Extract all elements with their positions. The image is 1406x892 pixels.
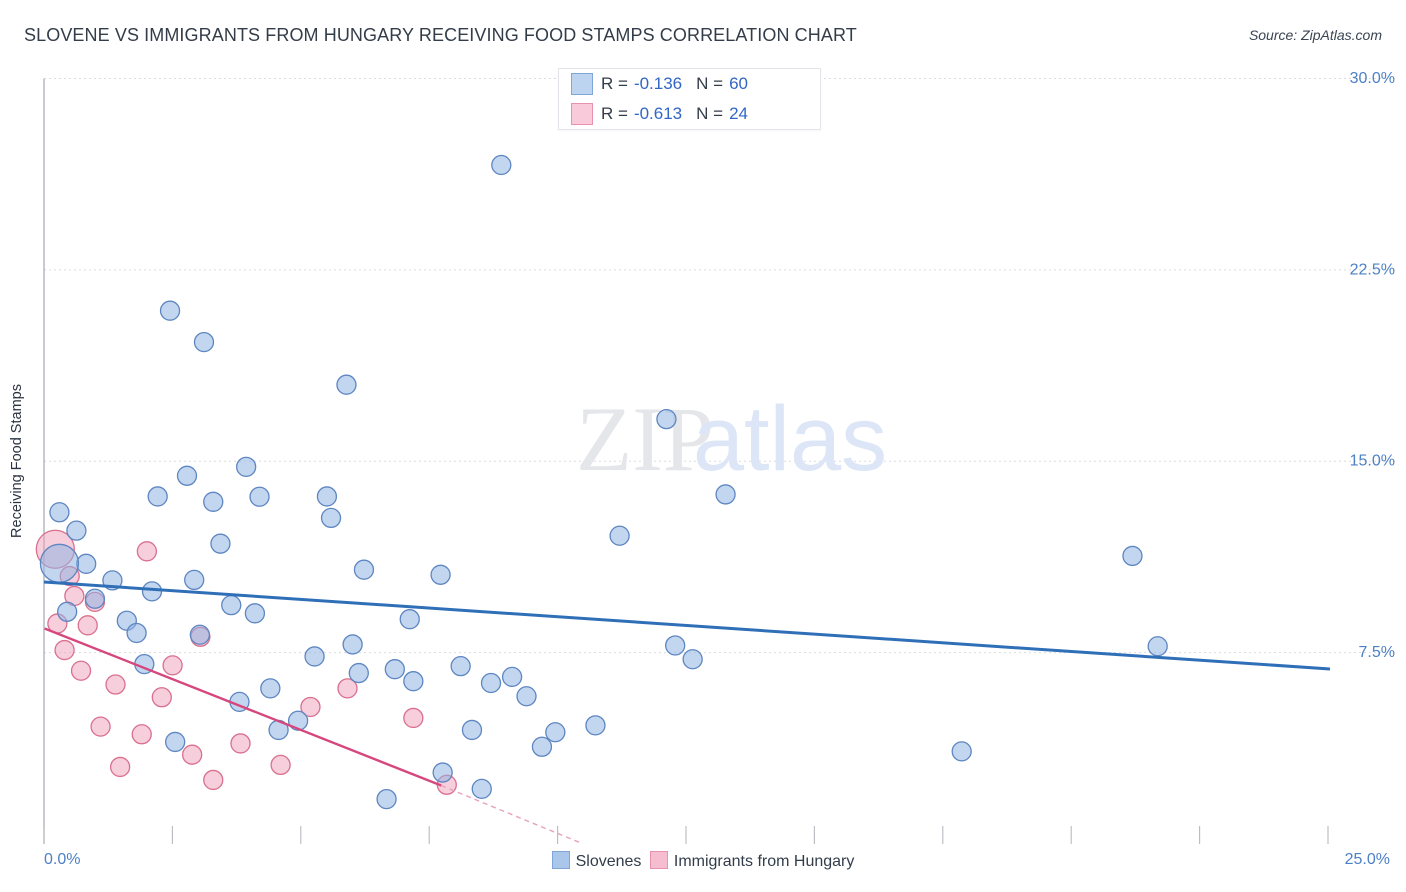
svg-text:30.0%: 30.0% — [1350, 70, 1395, 87]
svg-text:7.5%: 7.5% — [1359, 644, 1395, 661]
svg-text:22.5%: 22.5% — [1350, 261, 1395, 278]
svg-text:15.0%: 15.0% — [1350, 453, 1395, 470]
svg-text:atlas: atlas — [693, 388, 887, 490]
